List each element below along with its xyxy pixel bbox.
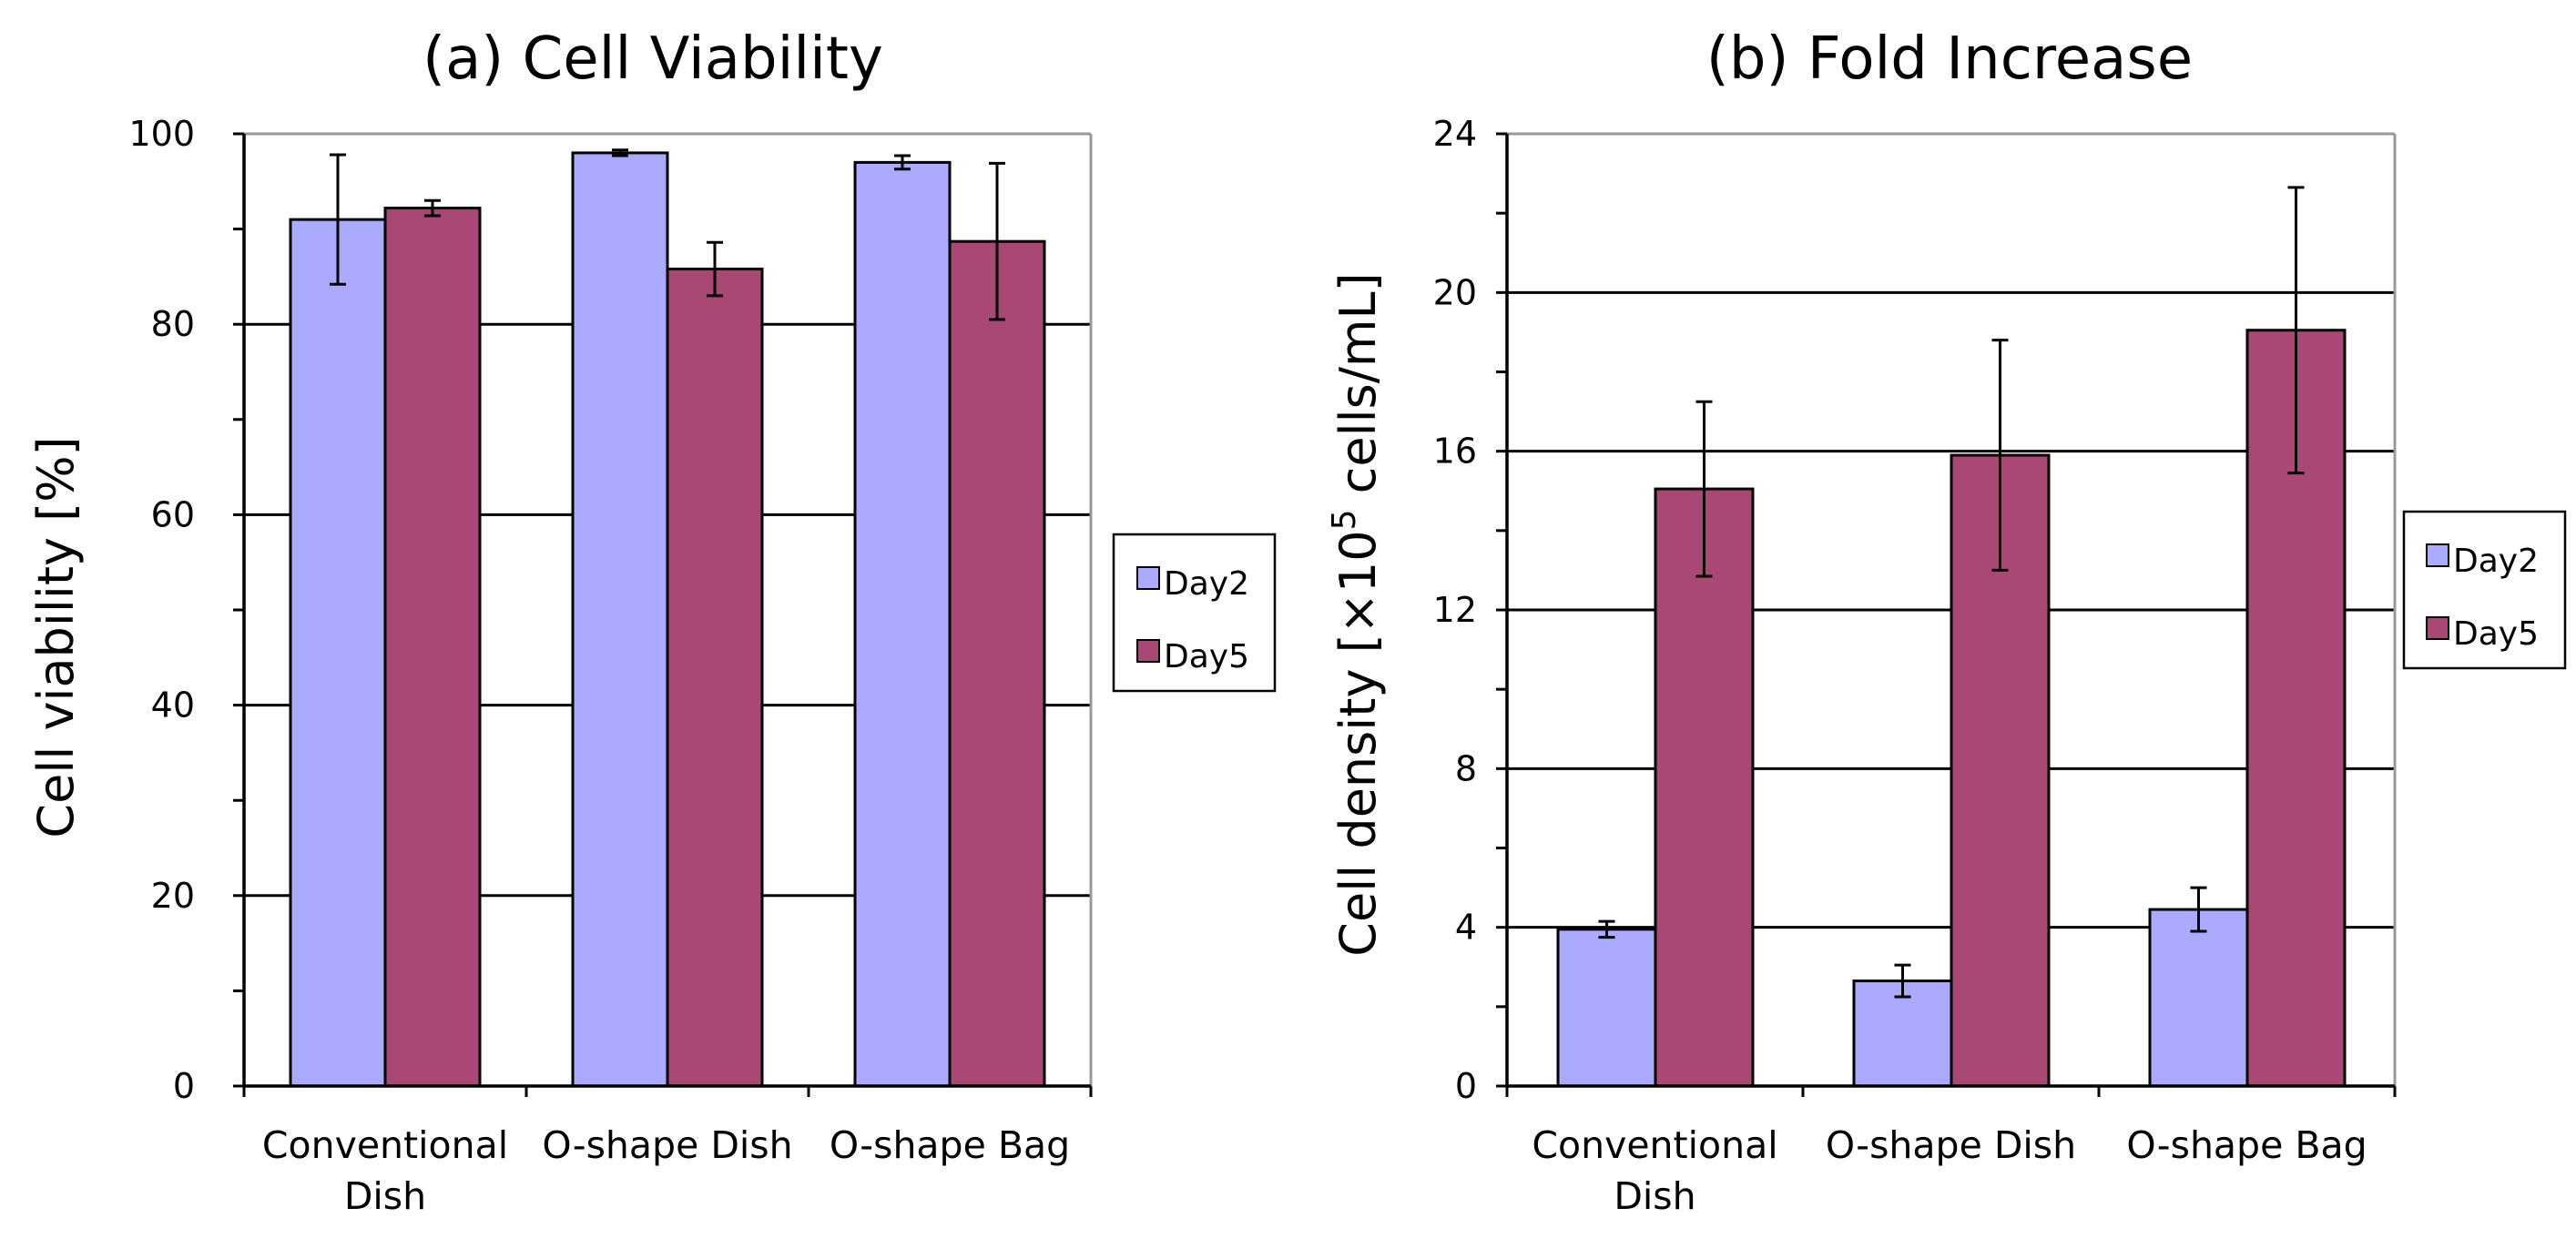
y-tick-label: 12 xyxy=(1433,590,1477,630)
bar-day5-1 xyxy=(383,207,482,1088)
chart-title: (b) Fold Increase xyxy=(1706,25,2193,93)
bars xyxy=(1556,329,2347,1088)
bar-day2-3 xyxy=(2148,908,2249,1088)
bar-day5-1 xyxy=(1654,487,1755,1088)
bar-day5-2 xyxy=(666,268,764,1088)
x-category-label: Dish xyxy=(344,1174,426,1218)
y-axis-label-part: Cell density [ xyxy=(1329,634,1387,956)
chart-title: (a) Cell Viability xyxy=(423,25,883,93)
bar-day2-2 xyxy=(571,151,669,1088)
legend-box xyxy=(1112,533,1277,693)
y-tick-label: 0 xyxy=(173,1066,195,1106)
legend-swatch-day2 xyxy=(2426,543,2449,567)
y-tick-label: 8 xyxy=(1455,748,1477,788)
chart-cell-viability: (a) Cell Viability Cell viability [%] 0 2… xyxy=(27,25,1277,1218)
legend-label-day2: Day2 xyxy=(1164,565,1249,603)
y-tick-label: 0 xyxy=(1455,1066,1477,1106)
bars xyxy=(289,151,1046,1088)
chart-fold-increase: (b) Fold Increase Cell density [×105 cel… xyxy=(1326,25,2567,1218)
legend-swatch-day5 xyxy=(1136,639,1160,663)
y-tick-label: 20 xyxy=(151,876,195,916)
x-category-label: Dish xyxy=(1614,1174,1695,1218)
axes xyxy=(233,132,1093,1097)
y-axis-label: Cell density [×105 cells/mL] xyxy=(1326,272,1387,956)
y-tick-label: 20 xyxy=(1433,272,1477,312)
x-category-labels: Conventional Dish O-shape Dish O-shape Bag xyxy=(1532,1123,2367,1218)
bar-day2-3 xyxy=(853,160,952,1088)
y-axis-label-part: cells/mL] xyxy=(1329,272,1387,509)
y-axis-label-exponent: 5 xyxy=(1326,509,1363,530)
x-category-label: O-shape Bag xyxy=(830,1123,1070,1167)
y-tick-label: 40 xyxy=(151,685,195,726)
y-tick-labels: 0 4 8 12 16 20 24 xyxy=(1433,114,1477,1106)
bar-day2-2 xyxy=(1852,980,1953,1088)
x-category-label: Conventional xyxy=(1532,1123,1777,1167)
error-bars xyxy=(330,148,1005,321)
legend-swatch-day2 xyxy=(1136,566,1160,590)
y-tick-label: 16 xyxy=(1433,432,1477,472)
x-category-labels: Conventional Dish O-shape Dish O-shape Bag xyxy=(262,1123,1070,1218)
legend-label-day5: Day5 xyxy=(1164,638,1249,675)
bar-day2-1 xyxy=(289,218,387,1088)
legend: Day2 Day5 xyxy=(2402,510,2567,670)
x-category-label: O-shape Dish xyxy=(1826,1123,2076,1167)
x-category-label: O-shape Dish xyxy=(542,1123,792,1167)
y-axis-label-group: Cell density [×105 cells/mL] xyxy=(1326,272,1387,956)
y-axis-label-part: ×10 xyxy=(1329,530,1387,634)
y-axis-label: Cell viability [%] xyxy=(27,436,85,838)
legend-box xyxy=(2402,510,2567,670)
y-tick-labels: 0 20 40 60 80 100 xyxy=(128,114,195,1106)
y-tick-label: 80 xyxy=(151,304,195,344)
bar-day2-1 xyxy=(1556,928,1657,1088)
y-axis-label-group: Cell viability [%] xyxy=(27,436,85,838)
bar-day5-3 xyxy=(948,239,1046,1088)
x-category-label: O-shape Bag xyxy=(2126,1123,2367,1167)
legend-label-day2: Day2 xyxy=(2453,543,2539,580)
y-tick-label: 100 xyxy=(128,114,195,154)
legend: Day2 Day5 xyxy=(1112,533,1277,693)
y-tick-label: 60 xyxy=(151,494,195,534)
legend-label-day5: Day5 xyxy=(2453,615,2539,653)
legend-swatch-day5 xyxy=(2426,616,2449,640)
axes xyxy=(1496,132,2397,1097)
error-bars xyxy=(1598,186,2305,999)
x-category-label: Conventional xyxy=(262,1123,508,1167)
y-tick-label: 4 xyxy=(1455,908,1477,948)
y-tick-label: 24 xyxy=(1433,114,1477,154)
